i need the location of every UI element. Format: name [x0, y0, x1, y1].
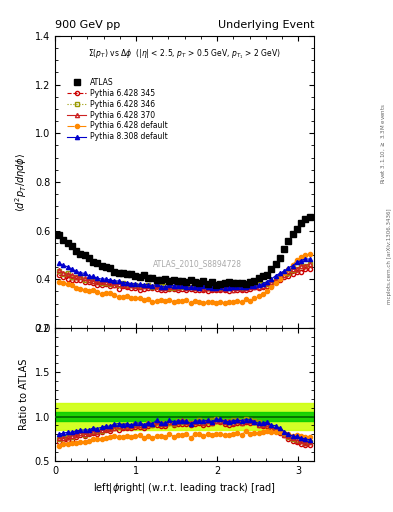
Line: ATLAS: ATLAS — [56, 215, 312, 287]
Pythia 6.428 345 — [226, 288, 231, 294]
Pythia 8.308 default — [138, 282, 142, 288]
Pythia 6.428 default — [141, 296, 146, 303]
ATLAS — [307, 214, 312, 220]
Pythia 6.428 370 — [231, 287, 235, 293]
Pythia 6.428 default — [129, 295, 134, 301]
Pythia 6.428 346 — [218, 285, 223, 291]
Text: 900 GeV pp: 900 GeV pp — [55, 20, 120, 30]
Pythia 6.428 default — [99, 291, 104, 297]
Pythia 6.428 370 — [214, 286, 219, 292]
Pythia 6.428 default — [218, 300, 223, 306]
Y-axis label: Ratio to ATLAS: Ratio to ATLAS — [19, 359, 29, 430]
Pythia 6.428 370 — [307, 261, 312, 267]
ATLAS — [214, 282, 219, 288]
Pythia 6.428 default — [307, 251, 312, 258]
Text: mcplots.cern.ch [arXiv:1306.3436]: mcplots.cern.ch [arXiv:1306.3436] — [387, 208, 391, 304]
Pythia 6.428 346 — [214, 284, 219, 290]
Pythia 8.308 default — [307, 256, 312, 262]
ATLAS — [120, 270, 125, 276]
Pythia 6.428 346 — [129, 282, 134, 288]
ATLAS — [129, 271, 134, 277]
Pythia 6.428 346 — [141, 283, 146, 289]
Text: $\Sigma(p_T)$ vs $\Delta\phi$  ($|\eta|$ < 2.5, $p_T$ > 0.5 GeV, $p_{T_1}$ > 2 G: $\Sigma(p_T)$ vs $\Delta\phi$ ($|\eta|$ … — [88, 48, 281, 61]
Pythia 6.428 346 — [120, 280, 125, 286]
Pythia 6.428 370 — [138, 284, 142, 290]
Pythia 8.308 default — [141, 282, 146, 288]
Pythia 8.308 default — [303, 255, 308, 262]
Pythia 6.428 345 — [99, 282, 104, 288]
Legend: ATLAS, Pythia 6.428 345, Pythia 6.428 346, Pythia 6.428 370, Pythia 6.428 defaul: ATLAS, Pythia 6.428 345, Pythia 6.428 34… — [64, 75, 171, 144]
Pythia 6.428 default — [138, 295, 142, 301]
Pythia 6.428 346 — [57, 268, 61, 274]
Pythia 6.428 370 — [99, 280, 104, 286]
Y-axis label: $\langle d^2 p_T / d\eta d\phi \rangle$: $\langle d^2 p_T / d\eta d\phi \rangle$ — [13, 152, 29, 211]
Pythia 6.428 default — [120, 294, 125, 300]
Pythia 6.428 345 — [141, 286, 146, 292]
Pythia 6.428 346 — [138, 284, 142, 290]
Text: Underlying Event: Underlying Event — [218, 20, 314, 30]
Pythia 8.308 default — [129, 281, 134, 287]
Bar — [55, 412, 314, 421]
ATLAS — [141, 272, 146, 279]
Pythia 8.308 default — [99, 276, 104, 282]
ATLAS — [218, 281, 223, 287]
Pythia 6.428 346 — [307, 261, 312, 267]
Pythia 6.428 345 — [138, 287, 142, 293]
Pythia 6.428 345 — [129, 285, 134, 291]
Pythia 6.428 370 — [141, 283, 146, 289]
Pythia 6.428 default — [57, 279, 61, 285]
Pythia 8.308 default — [57, 260, 61, 266]
Pythia 8.308 default — [214, 285, 219, 291]
Pythia 6.428 345 — [307, 266, 312, 272]
Text: ATLAS_2010_S8894728: ATLAS_2010_S8894728 — [153, 259, 242, 268]
Pythia 6.428 346 — [99, 280, 104, 286]
Pythia 6.428 370 — [120, 282, 125, 288]
Pythia 6.428 default — [201, 300, 206, 306]
ATLAS — [99, 263, 104, 269]
Pythia 8.308 default — [226, 285, 231, 291]
Text: Rivet 3.1.10, $\geq$ 3.3M events: Rivet 3.1.10, $\geq$ 3.3M events — [379, 103, 387, 184]
Pythia 6.428 345 — [214, 287, 219, 293]
ATLAS — [57, 231, 61, 238]
Line: Pythia 8.308 default: Pythia 8.308 default — [57, 257, 312, 290]
X-axis label: left|$\phi$right| (w.r.t. leading track) [rad]: left|$\phi$right| (w.r.t. leading track)… — [93, 481, 276, 495]
Pythia 6.428 370 — [57, 267, 61, 273]
Line: Pythia 6.428 370: Pythia 6.428 370 — [57, 262, 312, 292]
Pythia 6.428 345 — [120, 283, 125, 289]
Pythia 6.428 370 — [129, 283, 134, 289]
Pythia 6.428 345 — [57, 272, 61, 278]
Line: Pythia 6.428 default: Pythia 6.428 default — [57, 252, 312, 305]
ATLAS — [138, 274, 142, 281]
Pythia 8.308 default — [120, 280, 125, 286]
Line: Pythia 6.428 346: Pythia 6.428 346 — [57, 262, 312, 290]
Line: Pythia 6.428 345: Pythia 6.428 345 — [57, 267, 312, 293]
Bar — [55, 403, 314, 430]
